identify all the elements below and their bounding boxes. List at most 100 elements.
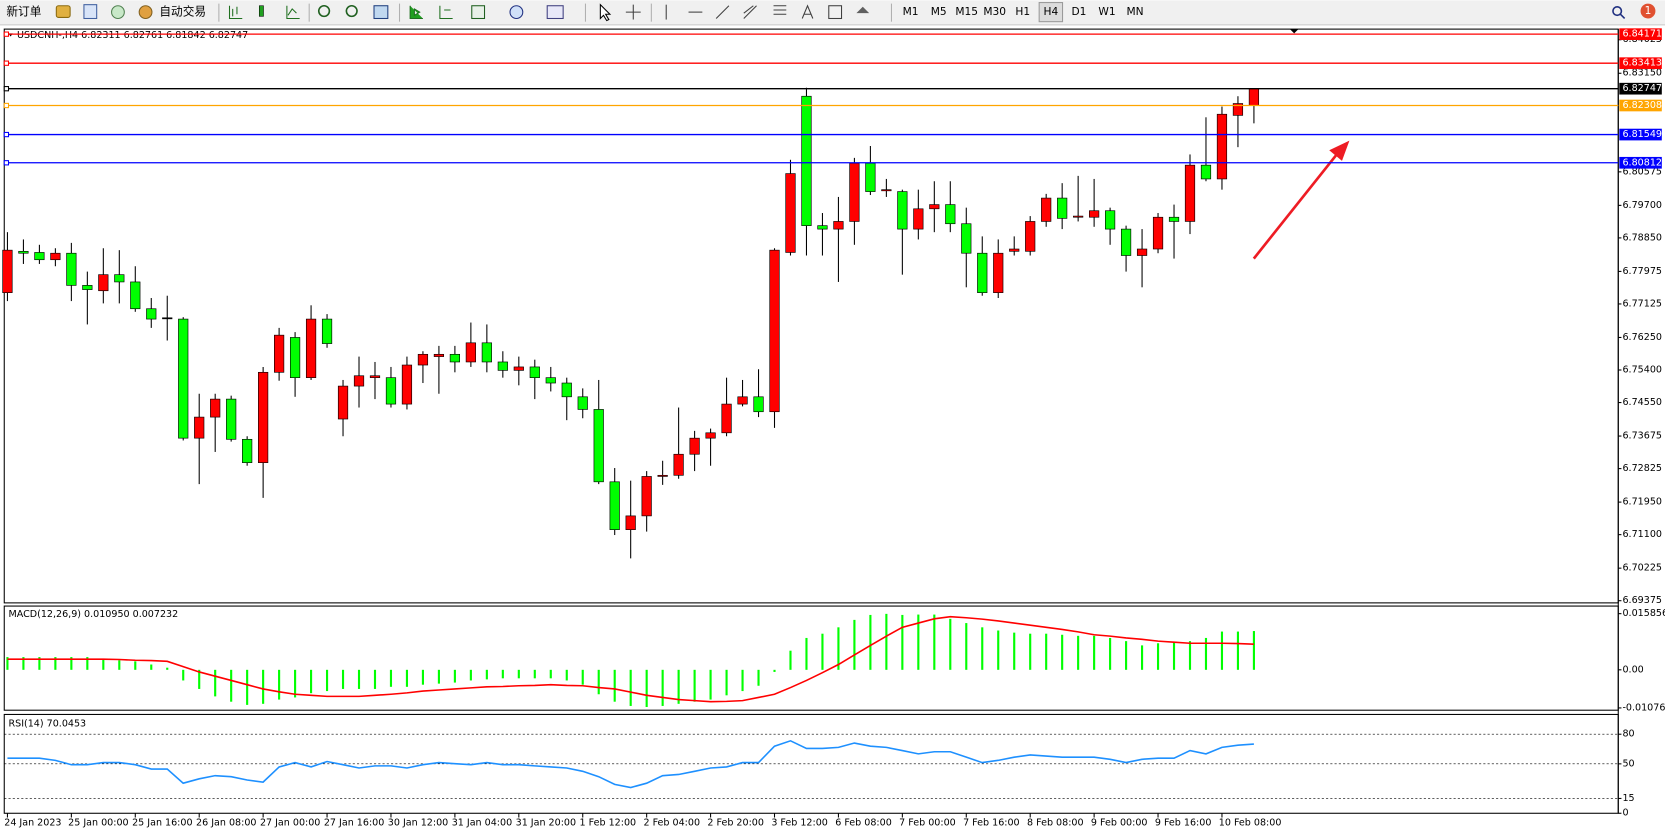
histogram-bar (933, 614, 936, 670)
histogram-bar (1204, 637, 1208, 670)
histogram-bar (278, 669, 281, 700)
icon-folder[interactable] (55, 5, 71, 18)
icon-auto-trading[interactable] (138, 5, 153, 20)
candle-body (865, 162, 876, 192)
histogram-bar (677, 669, 680, 704)
icon-cursor[interactable] (599, 3, 612, 22)
icon-search[interactable] (1612, 6, 1623, 17)
signal-line (7, 615, 1254, 703)
y-tick-label: 6.79700 (1622, 200, 1661, 211)
auto-trading-button[interactable]: 自动交易 (159, 5, 206, 19)
candle-body (1136, 248, 1148, 256)
timeframe-button[interactable]: MN (1126, 5, 1143, 18)
icon-templates[interactable] (546, 5, 564, 20)
new-order-button[interactable]: 新订单 (6, 5, 41, 19)
price-level-handle (3, 160, 10, 166)
x-tick-label: 10 Feb 08:00 (1219, 817, 1282, 828)
x-tick-label: 31 Jan 04:00 (452, 817, 512, 828)
candle-body (130, 281, 141, 310)
histogram-bar (1045, 633, 1048, 670)
histogram-bar (949, 618, 952, 670)
histogram-bar (22, 657, 25, 670)
histogram-bar (469, 669, 472, 681)
y-tick-label: -0.01076 (1622, 702, 1665, 713)
candle-body (897, 191, 908, 230)
icon-shift[interactable] (439, 5, 453, 20)
x-tick-label: 30 Jan 12:00 (388, 817, 448, 828)
candle-body (993, 252, 1004, 293)
timeframe-button[interactable]: W1 (1098, 5, 1115, 18)
icon-autoscroll[interactable] (409, 5, 423, 20)
histogram-bar (1109, 637, 1112, 670)
x-tick-label: 27 Jan 16:00 (324, 817, 384, 828)
notification-badge[interactable] (1640, 3, 1656, 19)
candle-body (529, 366, 540, 378)
candle-body (1216, 113, 1228, 180)
icon-fibo[interactable] (773, 5, 787, 15)
candle-body (961, 223, 972, 254)
timeframe-group: M1 M5 M15 M30 H1 H4 D1 W1 MN (903, 2, 1144, 23)
icon-candles[interactable] (258, 5, 264, 17)
histogram-bar (757, 669, 760, 686)
y-tick-label: 0 (1622, 808, 1628, 819)
candle-body (641, 476, 652, 517)
icon-channel[interactable] (743, 5, 757, 19)
timeframe-button[interactable]: M1 (903, 5, 919, 18)
price-level-label: 6.81549 (1622, 129, 1661, 140)
candle-body (98, 274, 109, 292)
x-tick-label: 2 Feb 20:00 (707, 817, 764, 828)
icon-crosshair[interactable] (625, 4, 641, 20)
candle-body (769, 249, 780, 413)
candle-body (449, 353, 460, 363)
candle-body (417, 353, 429, 366)
candle-body (34, 252, 45, 261)
candle-body (82, 285, 93, 290)
timeframe-button[interactable]: H4 (1043, 5, 1058, 18)
candle-body (353, 375, 365, 387)
x-tick-label: 2 Feb 04:00 (643, 817, 700, 828)
icon-tile[interactable] (373, 5, 389, 20)
timeframe-button[interactable]: D1 (1071, 5, 1086, 18)
icon-zoom-in[interactable] (317, 4, 331, 18)
arrow-head (1329, 140, 1350, 161)
icon-line-chart[interactable] (286, 5, 300, 20)
y-tick-label: 0.00 (1622, 664, 1643, 675)
y-tick-label: 6.80575 (1622, 166, 1661, 177)
timeframe-button[interactable]: M5 (931, 5, 947, 18)
icon-label[interactable] (828, 5, 843, 20)
timeframe-button[interactable]: M15 (955, 5, 978, 18)
price-level-label: 6.84171 (1622, 29, 1661, 40)
histogram-bar (821, 633, 824, 670)
y-tick-label: 6.75400 (1622, 365, 1661, 376)
candle-body (817, 225, 828, 230)
notification-count: 1 (1645, 4, 1652, 17)
candle-body (401, 364, 413, 405)
arrow-shaft (1252, 148, 1342, 260)
icon-arrows[interactable] (856, 6, 870, 14)
candle-body (178, 318, 189, 439)
histogram-bar (182, 669, 185, 681)
price-level-label: 6.83413 (1622, 58, 1661, 69)
candle-body (274, 334, 285, 373)
main-chart-info: USDCNH-,H4 6.82311 6.82761 6.81842 6.827… (17, 30, 248, 41)
icon-trendline[interactable] (715, 5, 730, 19)
icon-periods[interactable] (509, 5, 524, 20)
y-tick-label: 6.69375 (1622, 595, 1661, 606)
candle-body (289, 337, 301, 378)
timeframe-button[interactable]: M30 (983, 5, 1006, 18)
icon-profiles[interactable] (83, 4, 98, 20)
y-tick-label: 6.83150 (1622, 68, 1661, 79)
histogram-bar (230, 669, 233, 702)
icon-indicators[interactable] (471, 5, 486, 20)
y-tick-label: 6.70225 (1622, 563, 1661, 574)
candle-body (1232, 103, 1244, 116)
icon-bar-chart[interactable] (228, 5, 243, 20)
timeframe-button[interactable]: H1 (1015, 5, 1030, 18)
candle-body (66, 252, 77, 286)
icon-text[interactable] (801, 4, 814, 19)
icon-zoom-out[interactable] (345, 4, 358, 18)
histogram-bar (773, 669, 776, 672)
icon-market[interactable] (111, 5, 125, 20)
x-tick-label: 25 Jan 16:00 (132, 817, 192, 828)
candle-body (737, 396, 748, 405)
